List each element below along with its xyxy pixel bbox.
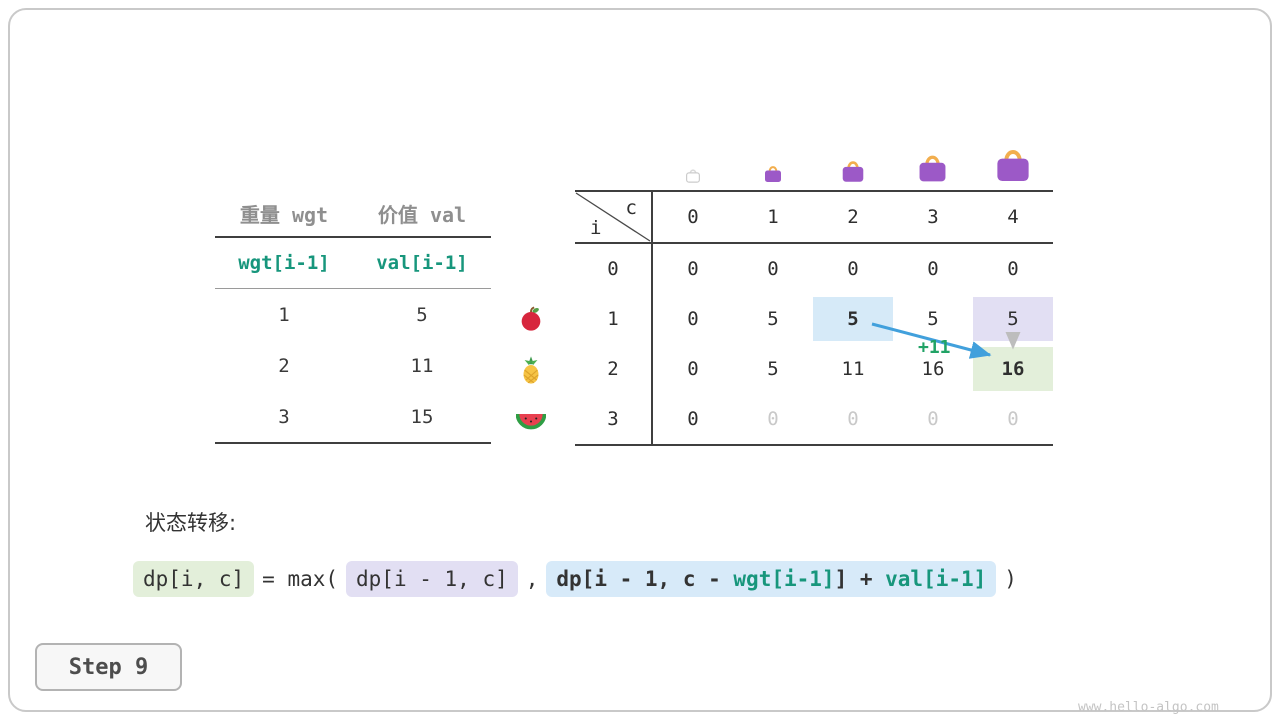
plus-value-annotation: +11 bbox=[918, 337, 951, 358]
formula-arg2-wgt: wgt[i-1] bbox=[733, 567, 835, 591]
bag-icon-capacity-2 bbox=[840, 156, 866, 183]
watermelon-icon bbox=[515, 409, 547, 431]
dp-cell-i3-c3: 0 bbox=[927, 408, 939, 430]
item-1-val: 5 bbox=[416, 303, 428, 326]
item-2-wgt: 2 bbox=[278, 354, 290, 377]
item-3-wgt: 3 bbox=[278, 405, 290, 428]
dp-cell-i0-c0: 0 bbox=[687, 258, 699, 280]
formula-arg1-chip: dp[i - 1, c] bbox=[346, 561, 518, 597]
item-3-val: 15 bbox=[410, 405, 434, 428]
dp-cell-i2-c2: 11 bbox=[841, 358, 865, 380]
dp-row-header-2: 2 bbox=[575, 344, 653, 394]
dp-cell-i1-c4-highlight-above: 5 bbox=[973, 294, 1053, 344]
dp-cell-i2-c0: 0 bbox=[687, 358, 699, 380]
dp-corner-cell: c i bbox=[575, 192, 653, 244]
bag-icon-capacity-3 bbox=[916, 149, 949, 183]
items-table: 重量 wgt 价值 val wgt[i-1] val[i-1] 1 5 2 11… bbox=[215, 190, 491, 444]
items-header-val: 价值 val bbox=[377, 202, 467, 227]
apple-icon bbox=[517, 305, 545, 333]
dp-col-header-0: 0 bbox=[653, 192, 733, 244]
dp-cell-i2-c3: 16 bbox=[921, 358, 945, 380]
step-badge: Step 9 bbox=[35, 643, 182, 691]
dp-col-header-2: 2 bbox=[813, 192, 893, 244]
corner-diagonal-line bbox=[575, 192, 651, 242]
formula-close-paren: ) bbox=[1004, 567, 1017, 591]
formula-equals-max: = max( bbox=[262, 567, 339, 591]
items-formula-row: wgt[i-1] val[i-1] bbox=[215, 238, 491, 289]
transition-formula: dp[i, c] = max( dp[i - 1, c] , dp[i - 1,… bbox=[133, 561, 1017, 597]
dp-cell-i1-c0: 0 bbox=[687, 308, 699, 330]
dp-cell-i3-c1: 0 bbox=[767, 408, 779, 430]
dp-cell-i2-c1: 5 bbox=[767, 358, 779, 380]
item-2-val: 11 bbox=[410, 354, 434, 377]
bag-icon-capacity-1 bbox=[763, 162, 783, 183]
dp-cell-i1-c3: 5 bbox=[927, 308, 939, 330]
items-header-wgt: 重量 wgt bbox=[239, 202, 329, 227]
items-table-header-row: 重量 wgt 价值 val bbox=[215, 190, 491, 238]
item-row-1: 1 5 bbox=[215, 289, 491, 340]
items-formula-wgt: wgt[i-1] bbox=[238, 252, 330, 274]
bag-icon-capacity-0 bbox=[685, 166, 701, 183]
formula-arg2-chip: dp[i - 1, c - wgt[i-1]] + val[i-1] bbox=[546, 561, 997, 597]
item-1-wgt: 1 bbox=[278, 303, 290, 326]
item-row-3: 3 15 bbox=[215, 391, 491, 442]
formula-comma: , bbox=[525, 567, 539, 591]
dp-cell-i1-c2-highlight-source: 5 bbox=[813, 294, 893, 344]
formula-lhs-chip: dp[i, c] bbox=[133, 561, 255, 597]
dp-cell-i0-c4: 0 bbox=[1007, 258, 1019, 280]
dp-corner-row-var: i bbox=[590, 217, 602, 239]
dp-cell-i0-c2: 0 bbox=[847, 258, 859, 280]
watermark: www.hello-algo.com bbox=[1078, 700, 1219, 715]
dp-row-header-3: 3 bbox=[575, 394, 653, 444]
dp-row-header-0: 0 bbox=[575, 244, 653, 294]
dp-cell-i3-c4: 0 bbox=[1007, 408, 1019, 430]
dp-row-header-1: 1 bbox=[575, 294, 653, 344]
dp-col-header-4: 4 bbox=[973, 192, 1053, 244]
dp-cell-i2-c4-highlight-target: 16 bbox=[973, 344, 1053, 394]
dp-col-header-1: 1 bbox=[733, 192, 813, 244]
pineapple-icon bbox=[518, 355, 544, 385]
dp-corner-col-var: c bbox=[625, 197, 637, 219]
dp-cell-i0-c3: 0 bbox=[927, 258, 939, 280]
item-row-2: 2 11 bbox=[215, 340, 491, 391]
dp-table: c i 0 1 2 3 4 0 0 0 0 0 0 1 0 5 5 5 5 2 … bbox=[575, 190, 1053, 446]
dp-cell-i3-c0: 0 bbox=[687, 408, 699, 430]
dp-cell-i3-c2: 0 bbox=[847, 408, 859, 430]
transition-label: 状态转移: bbox=[145, 511, 237, 535]
dp-col-header-3: 3 bbox=[893, 192, 973, 244]
formula-arg2-part3: ] + bbox=[834, 567, 886, 591]
formula-arg2-val: val[i-1] bbox=[885, 567, 987, 591]
formula-arg2-part1: dp[i - 1, c - bbox=[556, 567, 734, 591]
dp-cell-i0-c1: 0 bbox=[767, 258, 779, 280]
bag-icon-capacity-4 bbox=[993, 142, 1033, 183]
dp-cell-i1-c1: 5 bbox=[767, 308, 779, 330]
items-formula-val: val[i-1] bbox=[376, 252, 468, 274]
